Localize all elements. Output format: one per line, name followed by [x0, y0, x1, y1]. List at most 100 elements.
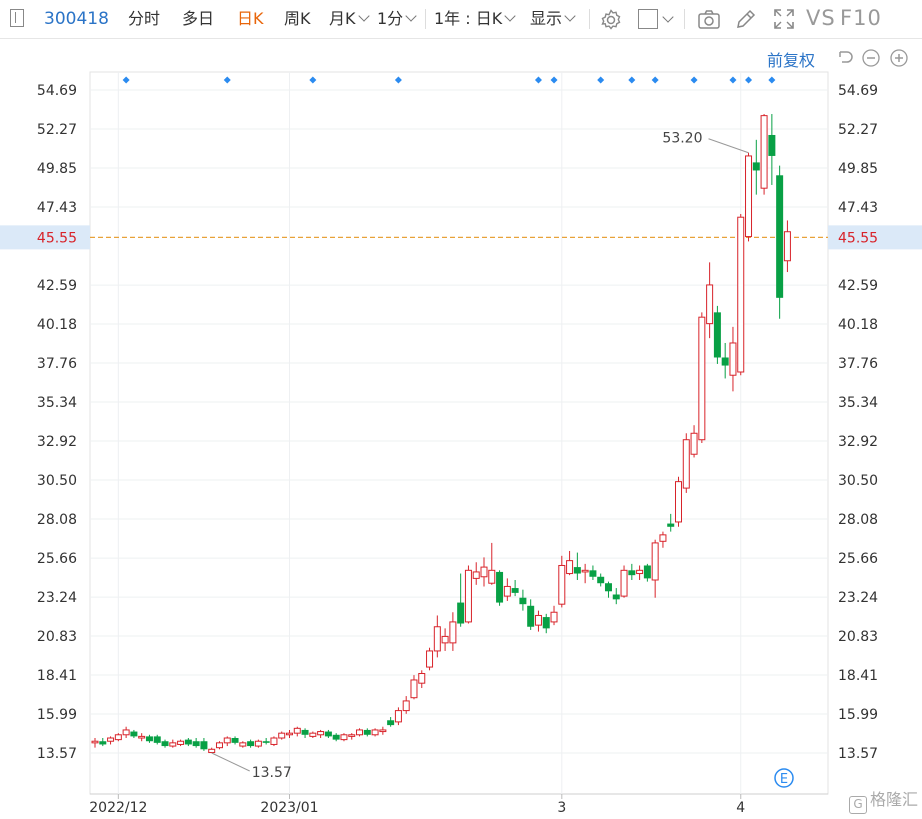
candle [760, 114, 768, 195]
y-tick-label-left: 28.08 [37, 512, 77, 528]
f10-button[interactable]: F10 [840, 6, 882, 30]
candle-body-up [706, 284, 714, 325]
y-tick-label-left: 54.69 [37, 83, 77, 99]
candle [550, 605, 558, 626]
candle-body-down [161, 741, 169, 747]
candle [247, 739, 255, 748]
candle [192, 738, 200, 748]
tab-intraday[interactable]: 分时 [128, 9, 161, 28]
pen-edit-icon[interactable] [735, 8, 757, 30]
candle-body-up [356, 729, 364, 736]
candle [332, 733, 340, 742]
rectangle-draw-icon[interactable] [638, 9, 658, 29]
candle [698, 312, 706, 443]
candle [441, 628, 449, 651]
period-select[interactable]: 1年 : 日K [434, 8, 516, 30]
tab-weekly-k[interactable]: 周K [284, 9, 311, 28]
y-tick-label-right: 30.50 [838, 473, 878, 489]
camera-icon[interactable] [697, 8, 721, 30]
sidebar-toggle-icon[interactable] [10, 9, 24, 27]
settings-gear-icon[interactable] [599, 8, 623, 32]
candles [91, 114, 791, 754]
candle-body-up [278, 732, 286, 739]
candle-body-up [682, 439, 690, 489]
candle [184, 738, 192, 747]
candle-body-up [177, 740, 185, 745]
candle [597, 573, 605, 587]
vs-button[interactable]: VS [806, 6, 836, 30]
candle-body-down [457, 602, 465, 624]
chevron-down-icon[interactable] [662, 11, 674, 23]
high-annotation-leader [708, 138, 749, 154]
chevron-down-icon [564, 10, 576, 22]
candle-body-up [488, 569, 496, 584]
candle [573, 552, 581, 580]
watermark: G 格隆汇 [848, 786, 918, 814]
tab-minute-dropdown[interactable]: 1分 [377, 8, 417, 30]
candle [713, 305, 721, 364]
candle-body-down [363, 729, 371, 735]
candle-body-down [332, 734, 340, 740]
candle-body-up [581, 569, 589, 573]
candle [589, 565, 597, 580]
e-badge-icon[interactable]: E [774, 768, 794, 788]
candle-body-up [317, 731, 325, 736]
tab-daily-k[interactable]: 日K [237, 9, 264, 28]
candle [99, 738, 107, 747]
y-tick-label-right: 28.08 [838, 512, 878, 528]
candle [503, 578, 511, 601]
candle [706, 262, 714, 339]
candle-body-up [566, 560, 574, 575]
toolbar-divider [684, 9, 685, 29]
candle-body-up [426, 650, 434, 668]
candle [410, 675, 418, 700]
y-tick-label-right: 15.99 [838, 707, 878, 723]
candle-body-up [309, 732, 317, 737]
x-axis: 2022/12 2023/01 3 4 [89, 800, 745, 816]
candle-body-up [534, 614, 542, 626]
candle [612, 588, 620, 605]
candle-body-up [371, 729, 379, 736]
candle [138, 733, 146, 742]
candle-body-up [254, 740, 262, 747]
display-select-label: 显示 [530, 9, 563, 28]
candle [379, 726, 387, 735]
price-adjust-label[interactable]: 前复权 [766, 51, 815, 70]
stock-code[interactable]: 300418 [44, 9, 109, 29]
y-tick-label-left: 23.24 [37, 590, 77, 606]
candle [464, 565, 472, 624]
event-marker-icon [597, 76, 605, 84]
candle [729, 326, 737, 392]
x-tick-label: 4 [736, 800, 745, 816]
candle [231, 736, 239, 745]
period-select-value: 1年 : 日K [434, 9, 503, 28]
candle [449, 612, 457, 651]
candle-body-up [783, 231, 791, 262]
candle-body-up [659, 534, 667, 542]
fullscreen-icon[interactable] [773, 8, 795, 30]
y-tick-label-right: 23.24 [838, 590, 878, 606]
candle-body-down [99, 741, 107, 745]
candle-body-up [651, 542, 659, 581]
watermark-logo-icon: G [848, 796, 867, 814]
candle-body-up [340, 734, 348, 741]
y-tick-label-right: 45.55 [838, 230, 878, 246]
candlestick-chart[interactable]: 54.69 52.27 49.85 47.43 45.55 42.59 40.18 37.76… [0, 38, 922, 819]
candle-body-up [215, 742, 223, 749]
candle [643, 563, 651, 582]
y-tick-label-right: 54.69 [838, 83, 878, 99]
tab-monthly-k-dropdown[interactable]: 月K [329, 8, 370, 30]
display-select[interactable]: 显示 [530, 8, 576, 30]
candle-body-down [519, 597, 527, 605]
candle-body-up [91, 740, 99, 744]
candle-body-down [768, 134, 776, 156]
candle [387, 717, 395, 727]
candle-body-down [628, 570, 636, 576]
zoom-out-icon[interactable] [861, 48, 881, 68]
candle [721, 342, 729, 379]
candle-body-down [324, 731, 332, 737]
candle-body-down [573, 567, 581, 574]
zoom-in-icon[interactable] [889, 48, 909, 68]
tab-multi-day[interactable]: 多日 [182, 9, 215, 28]
undo-icon[interactable] [834, 48, 854, 68]
